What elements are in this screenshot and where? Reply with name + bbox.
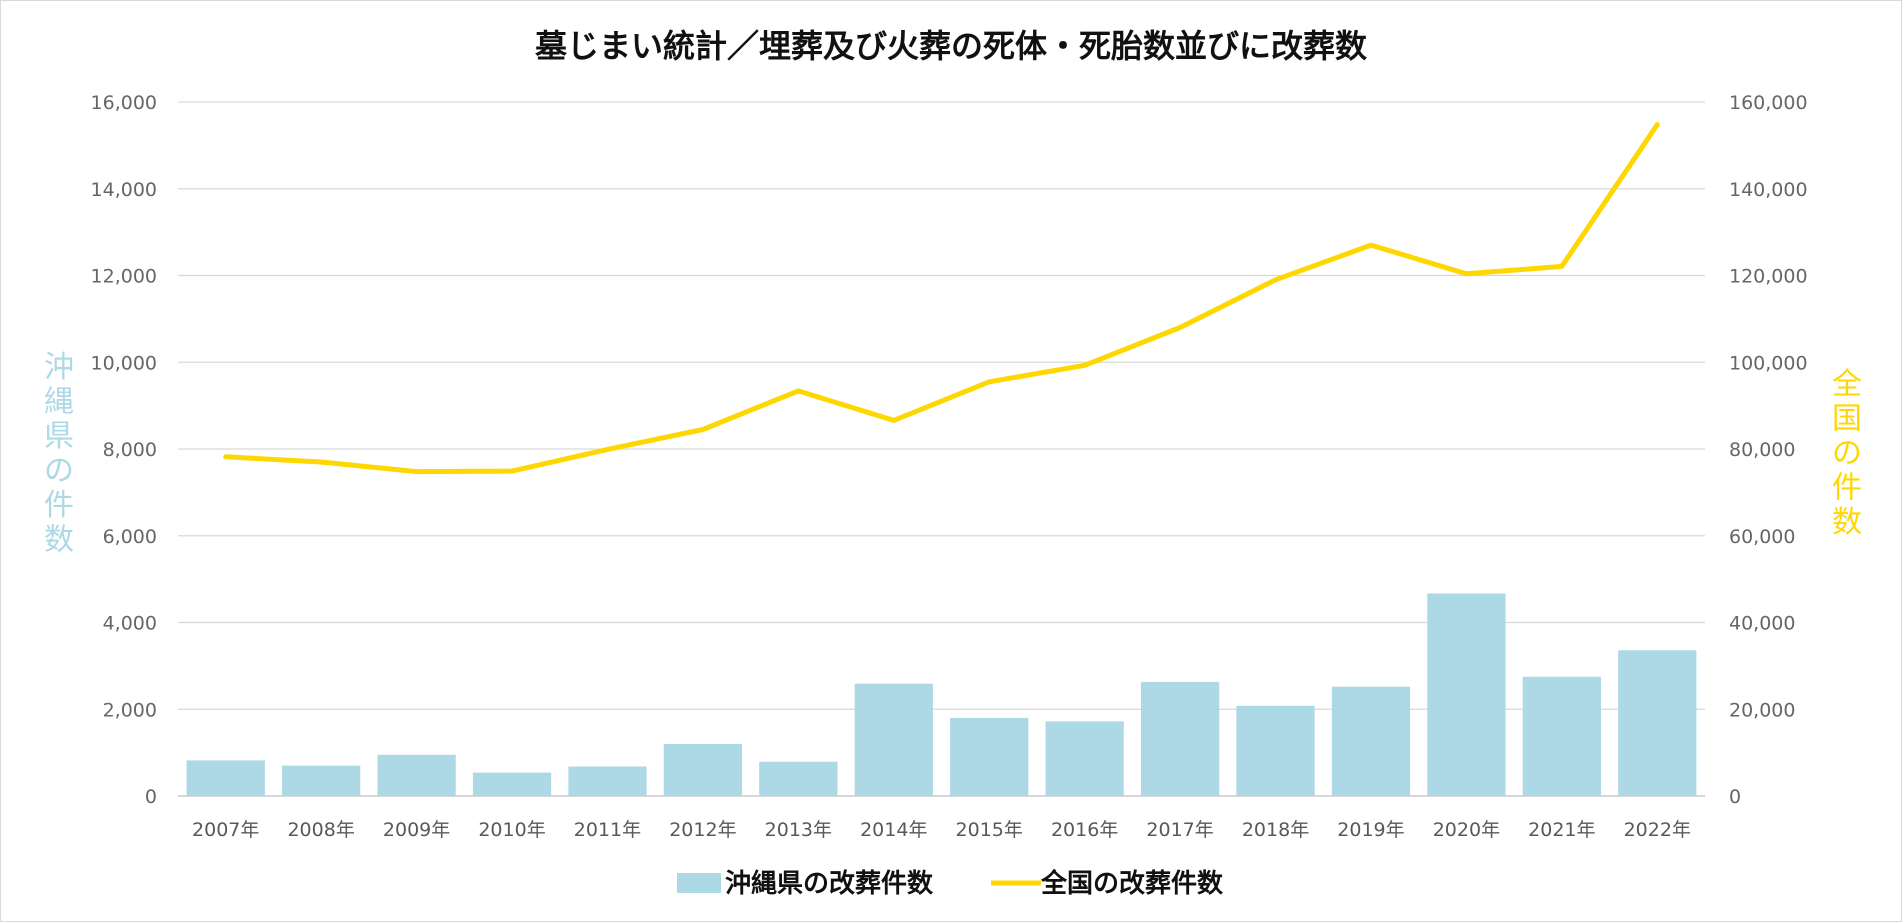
x-tick-label: 2011年 [574, 819, 641, 841]
x-tick-label: 2020年 [1433, 819, 1500, 841]
left-tick-label: 12,000 [91, 266, 157, 288]
x-tick-label: 2018年 [1242, 819, 1309, 841]
line-point [987, 380, 991, 384]
left-tick-label: 10,000 [91, 352, 157, 374]
x-tick-label: 2009年 [383, 819, 450, 841]
line-point [510, 469, 514, 473]
bar [854, 683, 933, 796]
chart-title: 墓じまい統計／埋葬及び火葬の死体・死胎数並びに改葬数 [534, 27, 1368, 65]
line-point [415, 470, 419, 474]
x-tick-label: 2007年 [192, 819, 259, 841]
left-axis-title: 沖縄県の件数 [44, 350, 74, 558]
left-axis-ticks: 0 2,000 4,000 6,000 8,000 10,000 12,000 14,000 1… [91, 92, 157, 808]
x-tick-label: 2010年 [478, 819, 545, 841]
left-tick-label: 0 [145, 786, 157, 808]
right-tick-label: 80,000 [1729, 439, 1795, 461]
line-point [319, 460, 323, 464]
right-tick-label: 60,000 [1729, 526, 1795, 548]
line-point [1083, 363, 1087, 367]
bar [1427, 593, 1506, 796]
bar [1331, 686, 1411, 796]
right-tick-label: 160,000 [1729, 92, 1808, 114]
line-point [1655, 123, 1659, 127]
bar-series [186, 593, 1697, 796]
legend: 沖縄県の改葬件数 全国の改葬件数 [677, 868, 1224, 899]
right-tick-label: 20,000 [1729, 699, 1795, 721]
line-point [796, 389, 800, 393]
x-tick-label: 2021年 [1528, 819, 1595, 841]
right-axis-title: 全国の件数 [1832, 367, 1862, 540]
x-tick-label: 2008年 [287, 819, 354, 841]
left-tick-label: 6,000 [103, 526, 157, 548]
line-series [223, 122, 1660, 475]
x-tick-label: 2013年 [765, 819, 832, 841]
bar [950, 717, 1029, 796]
left-tick-label: 2,000 [103, 699, 157, 721]
bar [759, 761, 838, 796]
bar [377, 754, 456, 796]
left-tick-label: 16,000 [91, 92, 157, 114]
bar [1140, 681, 1220, 796]
line-point [701, 427, 705, 431]
x-tick-label: 2017年 [1146, 819, 1213, 841]
right-tick-label: 40,000 [1729, 613, 1795, 635]
left-axis-label: 沖縄県の件数 [44, 350, 74, 558]
bar [1045, 721, 1124, 796]
line-point [224, 455, 228, 459]
legend-swatch-bar [677, 873, 721, 893]
bar [1522, 676, 1601, 796]
right-tick-label: 140,000 [1729, 179, 1808, 201]
left-tick-label: 8,000 [103, 439, 157, 461]
line-point [1464, 272, 1468, 276]
left-tick-label: 4,000 [103, 613, 157, 635]
x-axis-ticks: 2007年 2008年 2009年 2010年 2011年 2012年 2013年 2014年… [192, 819, 1691, 841]
left-tick-label: 14,000 [91, 179, 157, 201]
bar [1618, 650, 1697, 796]
x-tick-label: 2014年 [860, 819, 927, 841]
line-point [605, 447, 609, 451]
right-tick-label: 120,000 [1729, 266, 1808, 288]
x-tick-label: 2019年 [1337, 819, 1404, 841]
right-axis-label: 全国の件数 [1832, 367, 1862, 540]
bar [282, 765, 361, 796]
legend-label-bar: 沖縄県の改葬件数 [725, 868, 934, 899]
bar [663, 743, 743, 796]
right-axis-ticks: 0 20,000 40,000 60,000 80,000 100,000 120,000 1… [1729, 92, 1808, 808]
legend-label-line: 全国の改葬件数 [1040, 868, 1224, 899]
gridlines [178, 101, 1705, 797]
bar [186, 760, 265, 796]
x-tick-label: 2015年 [956, 819, 1023, 841]
bar [1236, 705, 1315, 796]
line-point [892, 418, 896, 422]
bar [472, 772, 552, 796]
x-tick-label: 2022年 [1624, 819, 1691, 841]
line-point [1178, 326, 1182, 330]
line-point [1369, 243, 1373, 247]
bar [568, 766, 647, 796]
x-tick-label: 2016年 [1051, 819, 1118, 841]
line-point [1560, 264, 1564, 268]
x-tick-label: 2012年 [669, 819, 736, 841]
right-tick-label: 0 [1729, 786, 1741, 808]
right-tick-label: 100,000 [1729, 352, 1808, 374]
line-path [223, 122, 1660, 475]
line-point [1274, 278, 1278, 282]
